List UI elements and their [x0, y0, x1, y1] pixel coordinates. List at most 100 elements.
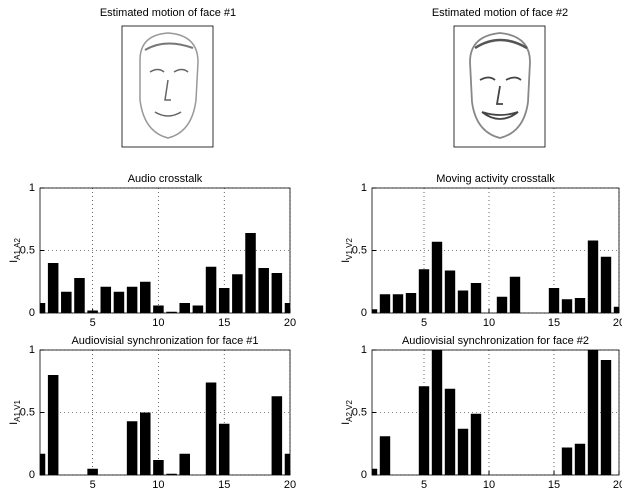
y-tick-label: 0.5: [20, 244, 35, 256]
face-image: [453, 25, 546, 148]
y-axis-label-sub: A1,V1: [13, 400, 22, 422]
y-axis-label: IV1,V2: [340, 238, 354, 263]
y-axis-label-main: I: [340, 422, 352, 425]
y-tick-label: 0: [361, 307, 367, 319]
bar: [600, 360, 612, 475]
axes-frame: [371, 187, 620, 314]
x-tick-label: 10: [483, 317, 495, 329]
bar: [574, 298, 586, 313]
bar: [179, 303, 190, 313]
bar: [574, 443, 586, 475]
bar: [379, 294, 391, 313]
x-tick-label: 5: [421, 317, 427, 329]
bar: [153, 460, 164, 475]
x-tick-label: 15: [548, 479, 560, 491]
bar: [166, 311, 177, 313]
bars: [372, 350, 612, 475]
bar: [284, 453, 290, 475]
bar: [271, 396, 283, 475]
y-tick-label: 1: [29, 344, 35, 356]
y-axis-label-sub: V1,V2: [345, 238, 354, 260]
x-tick-label: 5: [90, 317, 96, 329]
bar: [113, 291, 125, 313]
axes-frame: [39, 349, 291, 476]
bar: [587, 240, 599, 313]
bars: [372, 240, 619, 313]
bar: [496, 296, 508, 313]
bar: [587, 350, 599, 475]
bar: [379, 436, 391, 475]
bars: [40, 375, 290, 475]
y-axis-label: IA2,V2: [340, 400, 354, 425]
bar: [40, 303, 46, 313]
bar: [457, 428, 469, 475]
bar: [87, 310, 98, 313]
bar: [87, 468, 98, 475]
bar: [284, 303, 290, 313]
bar: [600, 256, 612, 313]
chart-title: Audio crosstalk: [128, 173, 203, 185]
bar: [548, 288, 560, 313]
chart: Audiovisial synchronization for face #1 I…: [8, 335, 296, 491]
bar: [74, 278, 85, 313]
x-tick-label: 20: [613, 317, 622, 329]
bar: [444, 388, 456, 475]
y-axis-label-sub: A2,V2: [345, 400, 354, 422]
y-tick-label: 1: [361, 182, 367, 194]
bar: [431, 350, 443, 475]
x-tick-label: 10: [152, 317, 164, 329]
chart: Audiovisial synchronization for face #2 I…: [340, 335, 622, 491]
y-tick-label: 0: [361, 469, 367, 481]
x-tick-label: 20: [284, 317, 296, 329]
bar: [470, 283, 482, 313]
x-tick-label: 15: [218, 479, 230, 491]
x-tick-label: 15: [218, 317, 230, 329]
bar: [140, 412, 151, 475]
bar: [126, 421, 138, 475]
bar: [205, 382, 217, 475]
bar: [232, 274, 243, 313]
bar: [47, 375, 59, 475]
bar: [61, 291, 72, 313]
bar: [258, 268, 269, 313]
y-axis-label: IA1,V1: [8, 400, 22, 425]
bar: [418, 269, 430, 313]
bar: [444, 270, 456, 313]
bar: [392, 294, 404, 313]
bar: [372, 309, 378, 313]
axes-frame: [39, 187, 291, 314]
bar: [126, 286, 138, 313]
bar: [613, 306, 619, 313]
y-axis-label-main: I: [340, 260, 352, 263]
y-tick-label: 0: [29, 307, 35, 319]
face-image: [121, 25, 214, 148]
y-tick-label: 0: [29, 469, 35, 481]
bar: [179, 453, 190, 475]
bar: [153, 305, 164, 313]
y-axis-label-main: I: [8, 260, 20, 263]
bar: [431, 241, 443, 313]
bar: [470, 413, 482, 475]
y-axis-label-main: I: [8, 422, 20, 425]
x-tick-label: 10: [483, 479, 495, 491]
bar: [218, 423, 230, 475]
x-tick-label: 20: [613, 479, 622, 491]
bar: [100, 286, 112, 313]
y-tick-label: 1: [29, 182, 35, 194]
x-tick-label: 20: [284, 479, 296, 491]
axes-frame: [371, 349, 620, 476]
bar: [166, 473, 177, 475]
bar: [372, 468, 378, 475]
bar: [271, 273, 283, 313]
y-tick-label: 0.5: [352, 406, 367, 418]
x-tick-label: 5: [90, 479, 96, 491]
chart-title: Moving activity crosstalk: [436, 173, 555, 185]
bar: [205, 266, 217, 313]
bar: [140, 281, 151, 313]
x-tick-label: 5: [421, 479, 427, 491]
image-title: Estimated motion of face #1: [100, 7, 236, 19]
y-axis-label-sub: A1,A2: [13, 238, 22, 260]
bar: [192, 305, 204, 313]
